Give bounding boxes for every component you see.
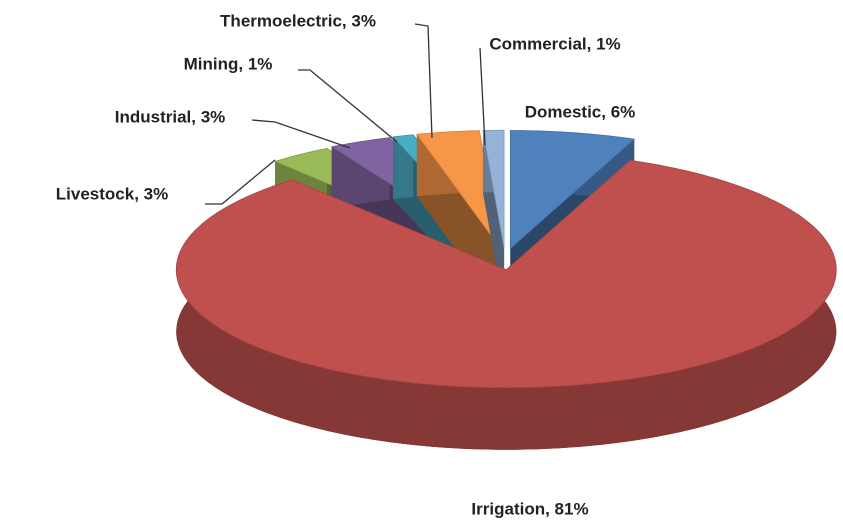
data-label: Thermoelectric, 3% — [220, 11, 376, 30]
data-label: Commercial, 1% — [489, 34, 620, 53]
data-label: Industrial, 3% — [115, 107, 226, 126]
pie-slice — [175, 159, 837, 450]
data-label: Irrigation, 81% — [471, 499, 588, 518]
leader-line — [251, 119, 351, 149]
slice-top — [509, 130, 636, 250]
slice-top — [416, 130, 501, 249]
data-label: Domestic, 6% — [525, 102, 636, 121]
leader-line — [298, 69, 398, 143]
leader-line — [479, 47, 486, 146]
data-label: Livestock, 3% — [56, 184, 168, 203]
leader-line — [205, 159, 276, 205]
slice-top — [482, 129, 505, 249]
data-label: Mining, 1% — [184, 54, 273, 73]
slice-side — [176, 160, 837, 450]
leader-line — [414, 23, 433, 139]
slice-top — [175, 159, 837, 389]
